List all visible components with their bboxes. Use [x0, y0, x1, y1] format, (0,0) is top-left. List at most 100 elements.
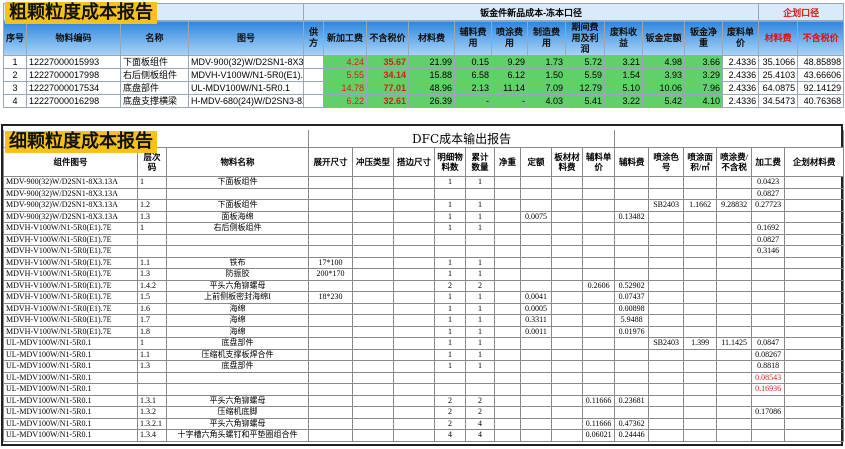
table-cell — [393, 199, 436, 212]
header-row: 组件图号 层次码 物料名称 展开尺寸 冲压类型 搭边尺寸 明细物料数 累计数量 净重 定额 板材材料… — [3, 147, 845, 177]
table-row: MDVH-V100W/N1-5R0(E1).7E 1.5 上前侧板密封海绵I 18*2… — [3, 291, 845, 304]
table-cell — [520, 187, 553, 200]
table-cell — [614, 383, 650, 396]
table-cell — [520, 360, 553, 373]
table-cell — [434, 371, 467, 384]
table-cell: 1.6 — [137, 302, 167, 315]
table-cell — [393, 279, 436, 292]
table-cell: 0.17086 — [751, 406, 786, 419]
table-cell: 2 — [434, 406, 467, 419]
table-cell: 铁布 — [165, 256, 310, 269]
table-cell: 1 — [465, 176, 496, 189]
table-cell — [393, 222, 436, 235]
table-cell: 1.3 — [137, 360, 167, 373]
table-cell: 3 — [3, 81, 27, 95]
table-cell — [648, 176, 685, 189]
table-cell: 0.0005 — [520, 302, 553, 315]
table-cell — [716, 417, 753, 430]
table-cell — [614, 268, 650, 281]
table-cell: 1 — [434, 325, 467, 338]
table-cell — [683, 383, 718, 396]
table-cell — [520, 222, 553, 235]
table-cell: 1 — [137, 176, 167, 189]
table-cell — [614, 348, 650, 361]
column-header: 辅料费用 — [454, 20, 492, 56]
table-cell — [494, 222, 522, 235]
column-header: 不含税价 — [366, 20, 409, 56]
table-cell — [551, 279, 584, 292]
table-cell — [494, 371, 522, 384]
table-cell — [582, 348, 616, 361]
table-cell — [716, 348, 753, 361]
table-cell: 0.15 — [454, 55, 492, 69]
table-cell — [465, 187, 496, 200]
column-header: 材料费 — [408, 20, 455, 56]
table-cell: 1.2 — [137, 199, 167, 212]
table-cell — [352, 210, 395, 223]
table-cell — [683, 187, 718, 200]
table-row: MDV-900(32)W/D2SN1-8X3.13A 1.3 面板海绵 1 1 0.007… — [3, 210, 845, 223]
table-cell: UL-MDV100W/N1-5R0.1 — [3, 406, 138, 419]
table-cell — [494, 325, 522, 338]
table-cell: 5.72 — [565, 55, 605, 69]
table-cell — [308, 417, 354, 430]
column-header: 不含税价 — [797, 20, 845, 56]
table-cell — [784, 348, 845, 361]
table-cell — [352, 256, 395, 269]
column-header: 喷涂面积/㎡ — [683, 147, 718, 177]
table-cell: 10.06 — [642, 81, 685, 95]
table-cell — [352, 394, 395, 407]
table-cell — [784, 302, 845, 315]
table-cell — [784, 199, 845, 212]
table-cell: 1 — [465, 314, 496, 327]
table-cell — [165, 187, 310, 200]
table-cell: 1 — [465, 268, 496, 281]
table-cell — [551, 417, 584, 430]
table-cell — [683, 348, 718, 361]
table-cell — [393, 314, 436, 327]
table-cell: 1.3.2 — [137, 406, 167, 419]
table-cell — [520, 245, 553, 258]
table-cell — [751, 394, 786, 407]
table-cell — [551, 371, 584, 384]
table-cell: 4.03 — [527, 94, 566, 108]
table-cell — [716, 394, 753, 407]
table-cell — [784, 337, 845, 350]
table-cell — [683, 417, 718, 430]
table-cell — [551, 199, 584, 212]
table-row: MDVH-V100W/N1-5R0(E1).7E 1.7 海绵 1 1 0.3311 5.9… — [3, 314, 845, 327]
table-cell — [784, 314, 845, 327]
table-cell — [352, 348, 395, 361]
table-cell: 2 — [434, 279, 467, 292]
table-cell — [751, 291, 786, 304]
table-cell: 26.39 — [408, 94, 455, 108]
table-cell: UL-MDV100W/N1-5R0.1 — [3, 348, 138, 361]
table-cell — [716, 268, 753, 281]
caption-row: 钣金件新品成本-冻本口径 企划口径 — [3, 3, 845, 21]
table-cell — [614, 176, 650, 189]
table-cell — [582, 291, 616, 304]
table-cell — [494, 176, 522, 189]
table-cell: 1.8 — [137, 325, 167, 338]
table-cell — [683, 256, 718, 269]
table-cell — [551, 268, 584, 281]
table-cell: 1 — [465, 199, 496, 212]
table-cell — [784, 291, 845, 304]
table-cell — [551, 291, 584, 304]
table-cell: MDVH-V100W/N1-5R0(E1).7E — [3, 279, 138, 292]
table-cell — [393, 371, 436, 384]
table-cell: 2 — [465, 394, 496, 407]
table-cell: UL-MDV100W/N1-5R0.1 — [188, 81, 304, 95]
table-cell — [551, 314, 584, 327]
table-cell — [784, 256, 845, 269]
table-cell — [751, 256, 786, 269]
column-header: 物料编码 — [26, 20, 121, 56]
table-cell — [716, 233, 753, 246]
table-cell: 2.4336 — [721, 55, 760, 69]
table-cell: 0.1692 — [751, 222, 786, 235]
table-cell: 14.78 — [323, 81, 367, 95]
table-cell: 右后侧板组件 — [165, 222, 310, 235]
table-cell — [520, 406, 553, 419]
table-cell — [393, 360, 436, 373]
table-cell — [165, 371, 310, 384]
